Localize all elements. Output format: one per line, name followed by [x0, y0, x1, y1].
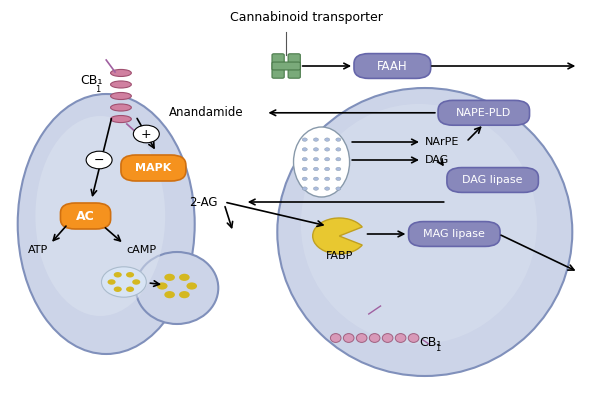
- Text: 2-AG: 2-AG: [189, 196, 218, 208]
- Circle shape: [336, 158, 341, 161]
- Circle shape: [336, 138, 341, 141]
- Circle shape: [179, 291, 190, 298]
- Text: 1: 1: [95, 86, 100, 94]
- Ellipse shape: [110, 70, 132, 76]
- Ellipse shape: [18, 94, 195, 354]
- Ellipse shape: [35, 116, 165, 316]
- Circle shape: [101, 267, 146, 297]
- Circle shape: [179, 274, 190, 281]
- Text: DAG: DAG: [425, 155, 449, 165]
- Circle shape: [86, 151, 112, 169]
- Ellipse shape: [136, 252, 218, 324]
- Circle shape: [324, 138, 330, 141]
- Circle shape: [336, 148, 341, 151]
- FancyBboxPatch shape: [408, 222, 500, 246]
- Wedge shape: [313, 218, 362, 254]
- Ellipse shape: [110, 92, 132, 100]
- Text: CB₁: CB₁: [419, 336, 442, 348]
- Circle shape: [133, 125, 159, 143]
- FancyBboxPatch shape: [438, 100, 530, 125]
- Text: CB₁: CB₁: [80, 74, 103, 86]
- Circle shape: [114, 286, 122, 292]
- Circle shape: [324, 177, 330, 180]
- FancyBboxPatch shape: [272, 62, 300, 70]
- Ellipse shape: [343, 334, 354, 342]
- Ellipse shape: [356, 334, 367, 342]
- Circle shape: [324, 167, 330, 171]
- Text: NArPE: NArPE: [425, 137, 459, 147]
- Circle shape: [114, 272, 122, 278]
- Text: ATP: ATP: [28, 245, 48, 255]
- Circle shape: [313, 187, 319, 190]
- Text: Cannabinoid transporter: Cannabinoid transporter: [230, 12, 384, 24]
- Ellipse shape: [369, 334, 380, 342]
- Ellipse shape: [110, 81, 132, 88]
- Ellipse shape: [382, 334, 393, 342]
- FancyBboxPatch shape: [354, 54, 431, 78]
- Circle shape: [336, 167, 341, 171]
- Circle shape: [302, 138, 307, 141]
- Circle shape: [313, 148, 319, 151]
- Circle shape: [126, 286, 134, 292]
- Circle shape: [302, 158, 307, 161]
- Circle shape: [313, 177, 319, 180]
- Circle shape: [126, 272, 134, 278]
- FancyBboxPatch shape: [447, 168, 538, 192]
- Circle shape: [107, 279, 116, 285]
- Ellipse shape: [110, 116, 132, 122]
- Text: DAG lipase: DAG lipase: [463, 175, 523, 185]
- Circle shape: [302, 167, 307, 171]
- Circle shape: [186, 282, 197, 290]
- Text: NAPE-PLD: NAPE-PLD: [456, 108, 512, 118]
- FancyBboxPatch shape: [288, 54, 300, 78]
- Circle shape: [302, 148, 307, 151]
- Circle shape: [324, 148, 330, 151]
- Circle shape: [157, 282, 168, 290]
- Circle shape: [164, 274, 175, 281]
- Text: MAG lipase: MAG lipase: [424, 229, 485, 239]
- Ellipse shape: [395, 334, 406, 342]
- Circle shape: [324, 187, 330, 190]
- Circle shape: [324, 158, 330, 161]
- Circle shape: [313, 158, 319, 161]
- FancyBboxPatch shape: [121, 155, 186, 181]
- Circle shape: [336, 187, 341, 190]
- Text: FABP: FABP: [326, 251, 353, 261]
- FancyBboxPatch shape: [60, 203, 110, 229]
- Circle shape: [132, 279, 140, 285]
- Text: 1: 1: [435, 344, 440, 353]
- Circle shape: [313, 138, 319, 141]
- FancyBboxPatch shape: [272, 54, 284, 78]
- Ellipse shape: [408, 334, 419, 342]
- Text: Anandamide: Anandamide: [169, 106, 244, 118]
- Ellipse shape: [301, 104, 537, 344]
- Circle shape: [302, 177, 307, 180]
- Ellipse shape: [110, 104, 132, 111]
- Text: −: −: [94, 154, 104, 166]
- Text: AC: AC: [76, 210, 95, 222]
- Circle shape: [302, 187, 307, 190]
- Circle shape: [336, 177, 341, 180]
- Circle shape: [313, 167, 319, 171]
- Ellipse shape: [277, 88, 572, 376]
- Text: FAAH: FAAH: [377, 60, 408, 72]
- Circle shape: [164, 291, 175, 298]
- Text: +: +: [141, 128, 152, 140]
- Text: cAMP: cAMP: [126, 245, 157, 255]
- Ellipse shape: [330, 334, 341, 342]
- Text: MAPK: MAPK: [135, 163, 172, 173]
- Ellipse shape: [294, 127, 349, 197]
